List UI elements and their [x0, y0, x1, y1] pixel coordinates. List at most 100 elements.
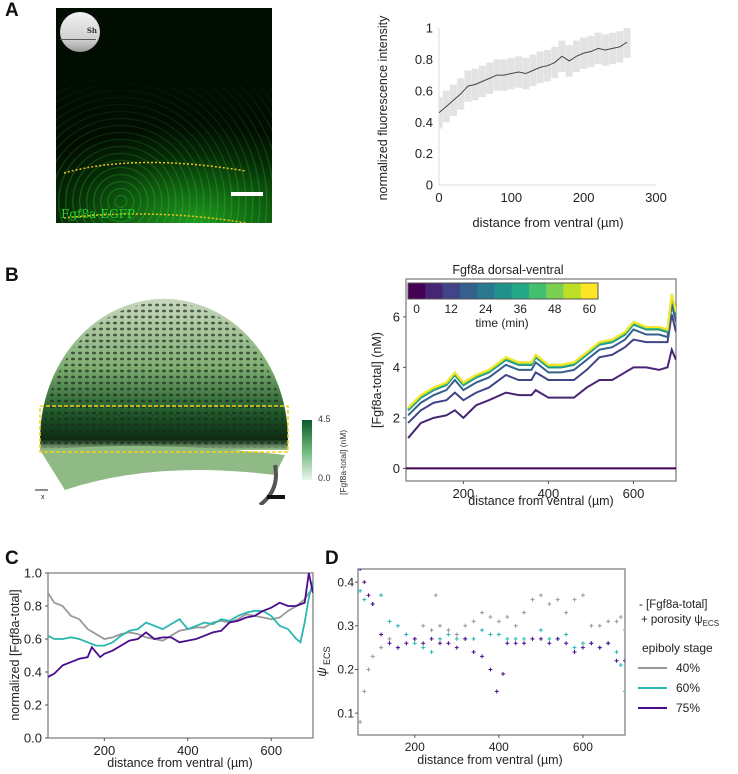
chart-d: 200 400 600 0.1 0.2 0.3 0.4 — [337, 568, 626, 754]
chart-b-xtick-label: 200 — [453, 486, 475, 501]
plus-marker — [404, 632, 409, 637]
image-label: Fgf8a-EGFP — [61, 207, 136, 221]
embryo-inset-icon: Sh — [60, 12, 100, 52]
plus-marker — [522, 641, 527, 646]
legend-colorbar-bin-t48 — [546, 283, 564, 299]
plus-marker — [429, 636, 434, 641]
embryo-margin — [40, 446, 285, 490]
chart-c-frame — [47, 572, 314, 739]
chart-c-xtick-label: 400 — [177, 743, 199, 758]
panel-label-a: A — [5, 0, 19, 21]
plus-marker — [530, 636, 535, 641]
plus-marker — [501, 671, 506, 676]
legend-porosity-text: + porosity ψ — [641, 614, 703, 626]
embryo-3d-render: y x z — [35, 298, 289, 505]
embryo-yolk-edge — [258, 464, 278, 505]
legend-colorbar-tick-label: 36 — [514, 302, 528, 316]
plus-marker — [505, 641, 510, 646]
chart-a-ytick-label: 0.2 — [415, 146, 433, 161]
plus-marker — [480, 610, 485, 615]
plus-marker — [429, 650, 434, 654]
plus-marker — [395, 645, 400, 650]
series-line-60pct — [48, 581, 313, 647]
plus-marker — [494, 689, 499, 694]
legend-entry-75: 75% — [676, 701, 700, 715]
colorbar-max: 4.5 — [318, 414, 331, 424]
axis-indicator — [35, 489, 48, 491]
concentration-colorbar — [302, 420, 312, 480]
chart-b-ytick-label: 0 — [393, 461, 400, 476]
plus-marker — [614, 650, 619, 654]
panel-label-c: C — [5, 548, 19, 569]
chart-d-ylabel-psi: ψ — [314, 667, 329, 677]
plus-marker — [454, 632, 459, 637]
plus-marker — [379, 632, 384, 637]
plus-marker — [454, 636, 459, 641]
plus-marker — [572, 645, 577, 650]
series-line-t30 — [407, 296, 676, 412]
chart-d-xtick-label: 400 — [489, 740, 509, 754]
chart-b-ytick-label: 2 — [393, 410, 400, 425]
series-markers-75pct — [358, 569, 625, 694]
chart-a-xtick-label: 200 — [573, 190, 595, 205]
legend-colorbar-tick-label: 24 — [479, 302, 493, 316]
legend-colorbar-bin-t24 — [477, 283, 495, 299]
plus-marker — [589, 641, 594, 646]
chart-a-xtick-label: 0 — [435, 190, 442, 205]
plus-marker — [370, 601, 375, 606]
chart-c-ylabel: normalized [Fgf8a-total] — [8, 589, 22, 720]
chart-b-plot-area — [406, 293, 676, 470]
plus-marker — [606, 641, 611, 646]
plus-marker — [530, 597, 535, 602]
chart-a-plot-area — [439, 28, 631, 129]
legend-colorbar-tick-label: 48 — [548, 302, 562, 316]
chart-a-ytick-label: 0.4 — [415, 115, 433, 130]
plus-marker — [471, 619, 476, 624]
series-line-75pct — [48, 573, 313, 678]
plus-marker — [564, 610, 569, 615]
chart-a-xtick-label: 100 — [500, 190, 522, 205]
chart-d-ylabel: ψ ECS — [314, 646, 332, 676]
legend-colorbar-bin-t42 — [528, 283, 547, 299]
plus-marker — [547, 601, 552, 606]
chart-b-xtick-label: 600 — [623, 486, 645, 501]
chart-d-ytick-label: 0.1 — [337, 706, 354, 720]
chart-d-ylabel-sub: ECS — [322, 646, 332, 665]
chart-a-ylabel: normalized fluorescence intensity — [376, 15, 390, 201]
legend-colorbar-bin-t30 — [494, 283, 513, 299]
plus-marker — [358, 569, 363, 571]
inset-label: Sh — [86, 26, 97, 35]
chart-c-ytick-label: 0.8 — [24, 599, 42, 614]
plus-marker — [547, 636, 552, 641]
scale-bar — [267, 495, 285, 499]
chart-d-xtick-label: 200 — [405, 740, 425, 754]
boundary-overlay — [63, 161, 247, 223]
plus-marker — [395, 645, 400, 650]
chart-a-xtick-label: 300 — [645, 190, 667, 205]
legend-line-porosity: + porosity ψECS — [641, 614, 719, 628]
plus-marker — [564, 632, 569, 637]
chart-d-xlabel: distance from ventral (µm) — [417, 753, 562, 767]
plus-marker — [555, 636, 560, 641]
plus-marker — [538, 628, 543, 633]
plus-marker — [471, 636, 476, 641]
legend-line-fgf8a: - [Fgf8a-total] — [639, 599, 707, 611]
chart-c-ytick-label: 0.6 — [24, 632, 42, 647]
chart-c-xtick-label: 200 — [93, 743, 115, 758]
chart-c-ytick-label: 0.2 — [24, 698, 42, 713]
plus-marker — [623, 689, 625, 694]
plus-marker — [433, 593, 438, 598]
plus-marker — [538, 593, 543, 598]
legend-entry-40: 40% — [676, 661, 700, 675]
plus-marker — [555, 597, 560, 602]
colorbar-min: 0.0 — [318, 473, 331, 483]
chart-c-xlabel: distance from ventral (µm) — [107, 756, 252, 770]
plus-marker — [429, 628, 434, 633]
plus-marker — [379, 593, 384, 598]
fluorescence-micrograph: Sh Fgf8a-EGFP — [56, 8, 272, 223]
plus-marker — [412, 636, 417, 641]
plus-marker — [522, 636, 527, 641]
plus-marker — [370, 654, 375, 659]
chart-d-ytick-label: 0.2 — [337, 663, 354, 677]
legend-colorbar-bin-t54 — [563, 283, 582, 299]
